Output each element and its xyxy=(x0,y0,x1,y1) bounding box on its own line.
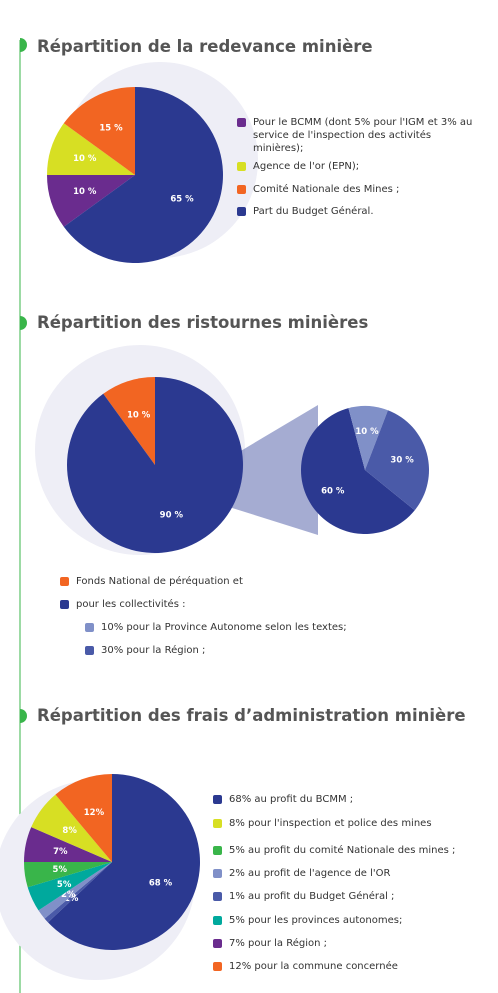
legend-swatch xyxy=(213,795,222,804)
legend-label: Comité Nationale des Mines ; xyxy=(253,184,400,195)
legend-label: 8% pour l'inspection et police des mines xyxy=(229,818,432,829)
legend-swatch xyxy=(85,646,94,655)
pie-slice xyxy=(67,377,244,553)
pie-slice xyxy=(301,408,415,534)
pie-slice xyxy=(348,406,388,470)
value-label: 2% xyxy=(61,890,76,900)
pie-slice xyxy=(47,774,200,951)
legend-label: 68% au profit du BCMM ; xyxy=(229,794,354,805)
pie-slice xyxy=(365,410,429,511)
legend-label: Pour le BCMM (dont 5% pour l'IGM et 3% a… xyxy=(253,117,473,154)
legend-label: 12% pour la commune concernée xyxy=(229,961,398,972)
chart-title: Répartition de la redevance minière xyxy=(37,37,373,56)
value-label: 30 % xyxy=(390,456,414,466)
value-label: 7% xyxy=(53,847,68,857)
legend-swatch xyxy=(213,846,222,855)
value-label: 10 % xyxy=(73,154,97,164)
chart-title: Répartition des ristournes minières xyxy=(37,313,369,332)
pie-slice xyxy=(24,827,112,862)
marker xyxy=(20,38,27,52)
legend-label: 7% pour la Région ; xyxy=(229,938,328,949)
pie-slice xyxy=(63,87,135,175)
connector xyxy=(175,405,318,535)
value-label: 10 % xyxy=(355,427,379,437)
legend-label: 1% au profit du Budget Général ; xyxy=(229,891,395,902)
pie-slice xyxy=(63,87,223,263)
marker xyxy=(20,709,27,723)
legend-label: pour les collectivités : xyxy=(76,599,186,610)
pie-slice xyxy=(31,794,112,862)
pie-slice xyxy=(55,774,112,862)
legend-swatch xyxy=(60,600,69,609)
pie-slice xyxy=(47,123,135,175)
legend-swatch xyxy=(213,819,222,828)
legend-label: Fonds National de péréquation et xyxy=(76,576,243,587)
legend-label: 10% pour la Province Autonome selon les … xyxy=(101,622,347,633)
value-label: 60 % xyxy=(321,486,345,496)
value-label: 68 % xyxy=(149,878,173,888)
pie-slice xyxy=(38,862,112,919)
legend-swatch xyxy=(213,916,222,925)
value-label: 65 % xyxy=(170,194,194,204)
value-label: 8% xyxy=(62,826,77,836)
value-label: 5% xyxy=(57,880,72,890)
value-label: 15 % xyxy=(99,123,123,133)
pie-slice xyxy=(27,862,112,911)
pie-slice xyxy=(47,175,135,227)
pie-slice xyxy=(44,862,112,923)
legend-label: 30% pour la Région ; xyxy=(101,645,206,656)
legend-swatch xyxy=(237,118,246,127)
legend-swatch xyxy=(213,939,222,948)
value-label: 12% xyxy=(84,808,105,818)
value-label: 10 % xyxy=(73,187,97,197)
legend-swatch xyxy=(237,207,246,216)
value-label: 10 % xyxy=(127,410,151,420)
legend-swatch xyxy=(237,185,246,194)
pie-slice xyxy=(103,377,155,465)
value-label: 90 % xyxy=(160,511,184,521)
legend-swatch xyxy=(213,869,222,878)
legend-label: 5% pour les provinces autonomes; xyxy=(229,915,403,926)
legend-swatch xyxy=(85,623,94,632)
marker xyxy=(20,316,27,330)
legend-label: Agence de l'or (EPN); xyxy=(253,161,360,172)
value-label: 1% xyxy=(64,894,79,904)
legend-swatch xyxy=(213,892,222,901)
legend-swatch xyxy=(213,962,222,971)
chart-title: Répartition des frais d’administration m… xyxy=(37,706,466,725)
value-label: 5% xyxy=(53,865,68,875)
legend-swatch xyxy=(60,577,69,586)
legend-label: 2% au profit de l'agence de l'OR xyxy=(229,868,391,879)
legend-swatch xyxy=(237,162,246,171)
pie-slice xyxy=(24,862,112,888)
legend-label: 5% au profit du comité Nationale des min… xyxy=(229,845,456,856)
legend-label: Part du Budget Général. xyxy=(253,206,374,217)
